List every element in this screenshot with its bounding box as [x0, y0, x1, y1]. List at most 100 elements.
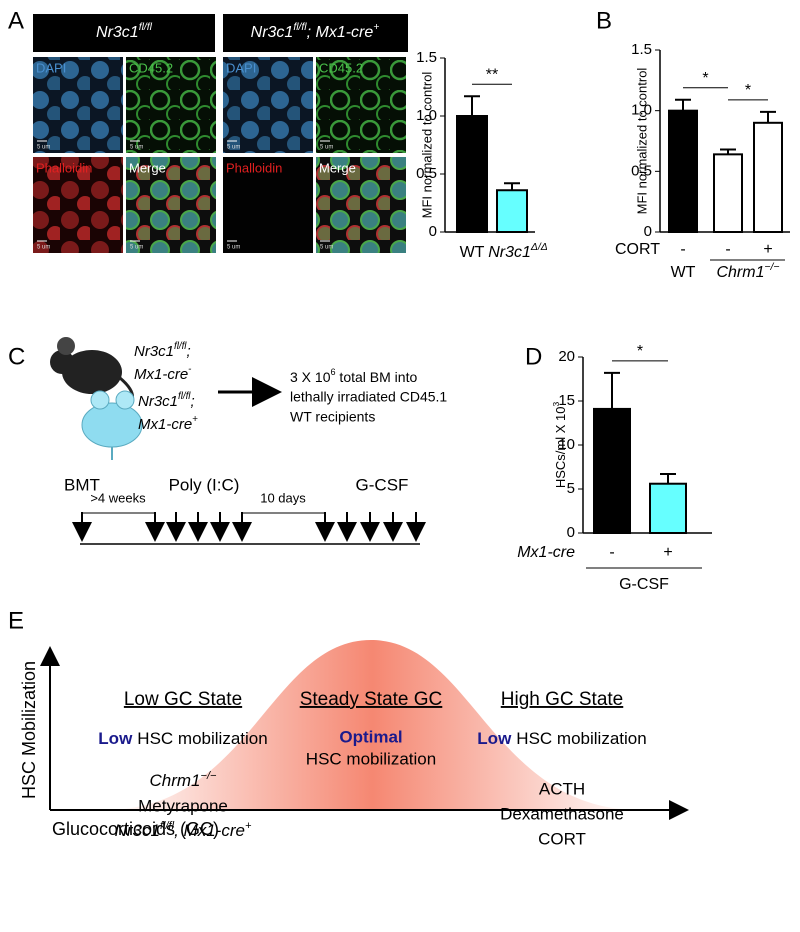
recipient-text: 3 X 106 total BM into: [290, 367, 417, 384]
example: CORT: [538, 829, 586, 848]
micrograph: [33, 157, 123, 253]
scale-bar-label: 5 um: [320, 145, 333, 151]
group-header: Nr3c1fl/fl; Mx1-cre+: [251, 22, 380, 41]
outcome: HSC mobilization: [137, 729, 267, 748]
timeline-label: G-CSF: [356, 475, 409, 494]
y-tick-label: 1.5: [631, 41, 652, 58]
y-tick-label: 10: [558, 436, 575, 453]
text-part: ;: [190, 393, 194, 410]
x-tick-label: +: [663, 544, 672, 561]
timeline-label: BMT: [64, 475, 100, 494]
donor-label: Nr3c1fl/fl;: [138, 391, 195, 410]
y-axis-title: MFI normalized to control: [634, 68, 649, 215]
superscript: +: [245, 820, 252, 832]
y-tick-label: 1.0: [416, 107, 437, 124]
superscript: 3: [551, 402, 561, 407]
text-part: Mx1-cre: [138, 416, 192, 433]
superscript: +: [192, 414, 198, 425]
error-bar: [660, 473, 676, 484]
y-axis-title: HSC Mobilization: [19, 661, 39, 799]
error-bar: [760, 110, 776, 123]
channel-label: CD45.2: [129, 60, 173, 75]
superscript: Δ/Δ: [530, 242, 548, 253]
text-part: Nr3c1: [96, 24, 139, 41]
group-header-box: [33, 14, 215, 52]
bar: [593, 407, 631, 535]
outcome: HSC mobilization: [516, 729, 646, 748]
x-tick-label: Nr3c1Δ/Δ: [488, 242, 548, 261]
superscript: 6: [330, 367, 335, 377]
superscript: +: [373, 22, 379, 33]
donor-label: Mx1-cre+: [138, 414, 198, 433]
recipient-text: WT recipients: [290, 409, 375, 425]
text-part: ;: [186, 343, 190, 360]
scale-bar-label: 5 um: [227, 245, 240, 251]
micrograph: [33, 57, 123, 153]
text-part: Nr3c1: [134, 343, 174, 360]
superscript: fl/fl: [293, 22, 307, 33]
significance-label: **: [486, 66, 498, 83]
group-header: Nr3c1fl/fl: [96, 22, 153, 41]
x-tick-label: WT: [460, 244, 485, 261]
error-bar: [675, 98, 691, 111]
significance-label: *: [702, 70, 708, 87]
text-part: HSCs/ml X 10: [553, 407, 568, 489]
text-part: ; Mx1-cre: [307, 24, 374, 41]
group-label: WT: [671, 264, 696, 281]
superscript: fl/fl: [178, 391, 191, 402]
channel-label: DAPI: [226, 60, 256, 75]
recipient-text: lethally irradiated CD45.1: [290, 389, 447, 405]
micrograph: [126, 57, 216, 153]
donor-label: Nr3c1fl/fl;: [134, 341, 191, 360]
scale-bar-label: 5 um: [37, 145, 50, 151]
panel-label: A: [8, 7, 24, 34]
text-part: Nr3c1: [488, 244, 531, 261]
y-tick-label: 0.5: [416, 165, 437, 182]
superscript: -: [188, 364, 192, 375]
timeline-label: >4 weeks: [90, 490, 146, 505]
y-tick-label: 20: [558, 348, 575, 365]
text-part: Nr3c1: [138, 393, 178, 410]
example: Metyrapone: [138, 796, 228, 815]
superscript: −/−: [201, 770, 218, 782]
x-axis-title: Glucocorticoids (GC): [52, 819, 219, 839]
y-tick-label: 0: [644, 223, 652, 240]
bar: [713, 153, 743, 233]
timeline-label: Poly (I:C): [169, 475, 240, 494]
channel-label: Phalloidin: [36, 160, 92, 175]
significance-label: *: [637, 343, 643, 360]
group-label: Chrm1−/−: [716, 262, 779, 281]
text-part: Mx1-cre: [134, 366, 188, 383]
panel-label: E: [8, 607, 24, 634]
outcome: HSC mobilization: [306, 749, 436, 768]
superscript: fl/fl: [139, 22, 153, 33]
example: Nr3c1fl/fl, Mx1-cre+: [115, 820, 252, 841]
channel-label: Phalloidin: [226, 160, 282, 175]
mobilization-level: Low HSC mobilization: [477, 729, 646, 748]
text-part: Chrm1: [150, 771, 201, 790]
x-tick-label: -: [680, 241, 685, 258]
mobilization-level: Low HSC mobilization: [98, 729, 267, 748]
x-tick-label: -: [609, 544, 614, 561]
mouse-blue: [81, 390, 143, 460]
micrograph: [316, 57, 406, 153]
scale-bar-label: 5 um: [130, 245, 143, 251]
bar: [753, 121, 783, 233]
bell-curve: [105, 640, 640, 810]
channel-label: DAPI: [36, 60, 66, 75]
panel-label: B: [596, 7, 612, 34]
scale-bar-label: 5 um: [130, 145, 143, 151]
micrograph: [223, 157, 313, 253]
y-tick-label: 5: [567, 480, 575, 497]
group-label: G-CSF: [619, 576, 669, 593]
level: Low: [98, 729, 133, 748]
scale-bar-label: 5 um: [320, 245, 333, 251]
level: Low: [477, 729, 512, 748]
x-tick-label: -: [725, 241, 730, 258]
state-heading: High GC State: [501, 689, 624, 710]
panel-label: C: [8, 343, 25, 370]
bar: [649, 482, 687, 534]
error-bar: [504, 182, 520, 191]
example: Dexamethasone: [500, 804, 624, 823]
text-part: 3 X 10: [290, 369, 331, 385]
